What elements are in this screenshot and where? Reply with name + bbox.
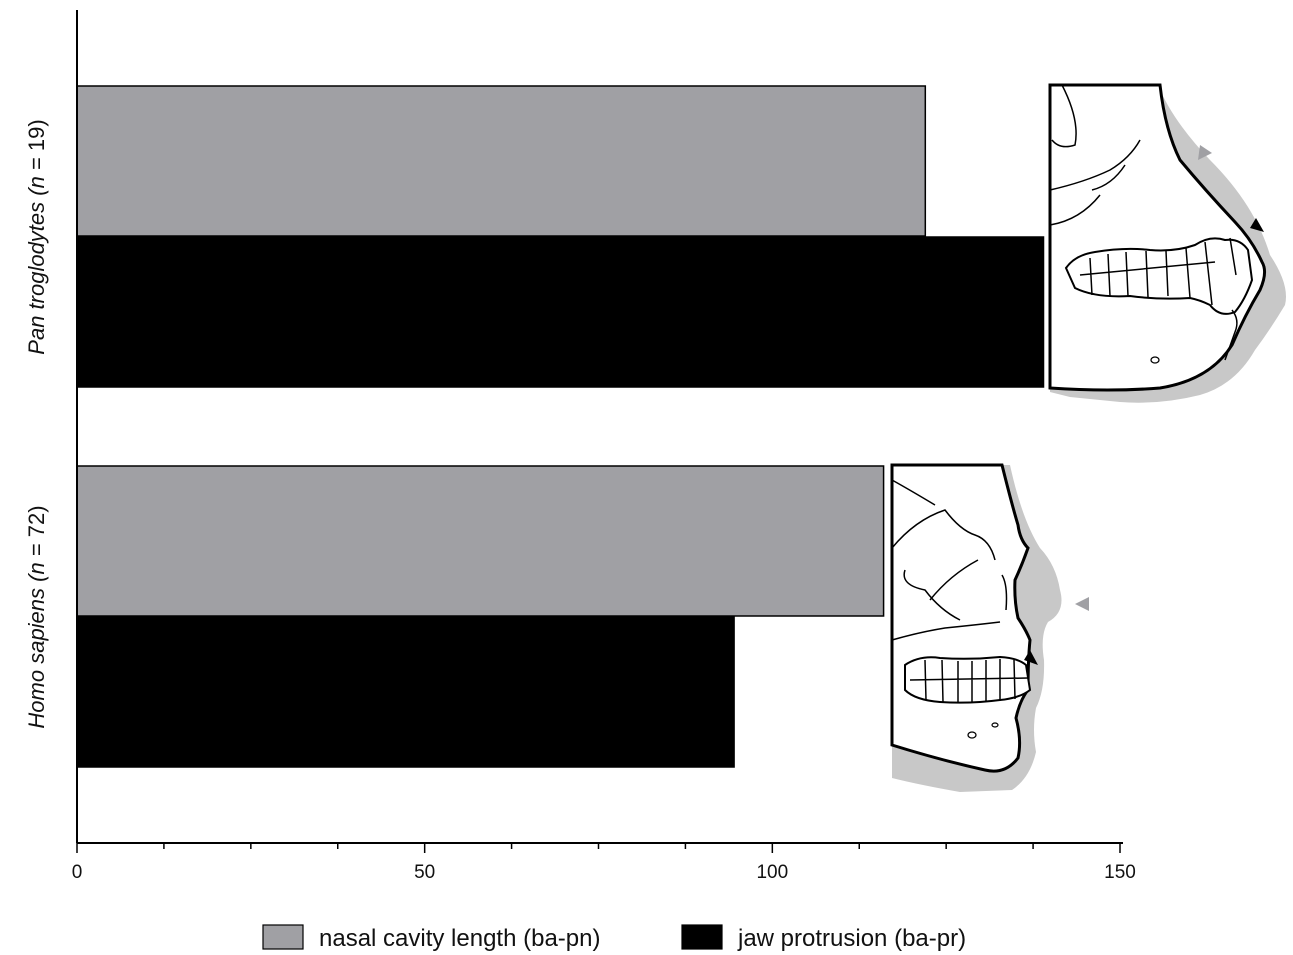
legend: nasal cavity length (ba-pn) jaw protrusi… [262, 924, 966, 952]
bar-nasal-pan [76, 85, 927, 237]
x-tick-label: 50 [414, 862, 435, 883]
human-skull-illustration [890, 463, 1089, 792]
bar-jaw-pan [76, 236, 1045, 388]
legend-swatch-jaw [681, 924, 723, 950]
bar-nasal-homo [76, 465, 885, 617]
category-label-pan-troglodytes: Pan troglodytes (n = 19) [24, 119, 49, 354]
chimpanzee-skull-illustration [1048, 83, 1286, 403]
legend-swatch-nasal [262, 924, 304, 950]
nasal-marker-human [1075, 597, 1089, 611]
legend-label-nasal: nasal cavity length (ba-pn) [319, 925, 600, 952]
legend-label-jaw: jaw protrusion (ba-pr) [737, 925, 966, 952]
x-axis-ticks: 0 50 100 150 [72, 843, 1136, 883]
nasal-marker-chimp [1198, 145, 1212, 160]
category-label-homo-sapiens: Homo sapiens (n = 72) [24, 505, 49, 728]
jaw-marker-chimp [1250, 218, 1264, 232]
x-tick-label: 0 [72, 862, 83, 883]
jaw-marker-human [1024, 650, 1038, 665]
x-tick-label: 100 [756, 862, 788, 883]
x-tick-label: 150 [1104, 862, 1136, 883]
category-labels: Pan troglodytes (n = 19) Homo sapiens (n … [24, 119, 49, 728]
bars-group [76, 85, 1045, 768]
bar-jaw-homo [76, 616, 735, 768]
